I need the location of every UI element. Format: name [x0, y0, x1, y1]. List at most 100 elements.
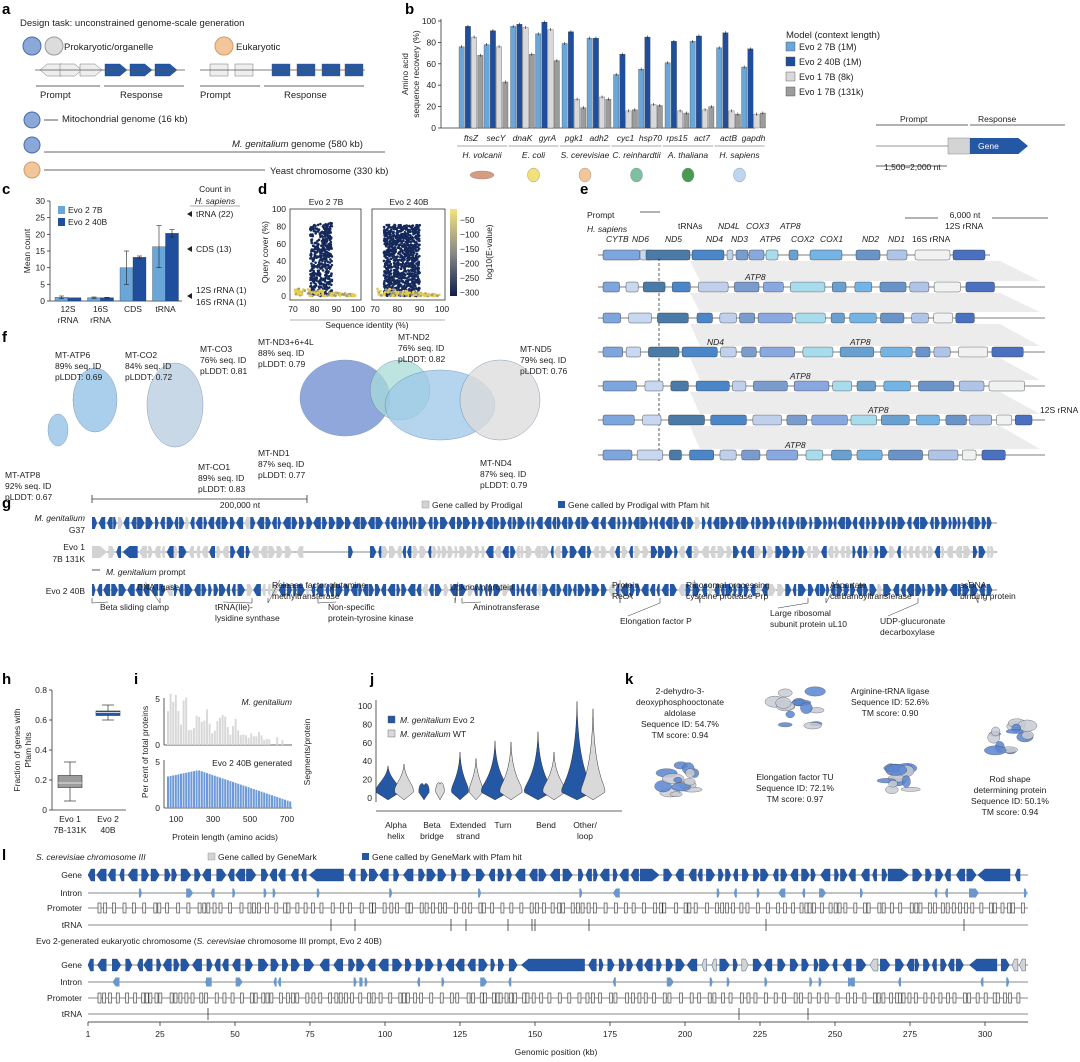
l-promoter: [674, 902, 678, 914]
e-gene: [689, 449, 714, 461]
l-promoter: [148, 992, 153, 1004]
j-y-tick-label: 40: [363, 756, 373, 766]
c-legend-swatch: [58, 206, 65, 214]
l-gene: [598, 958, 604, 972]
l-gene: [87, 958, 94, 972]
e-gene: [636, 449, 663, 461]
g-gene: [935, 584, 941, 596]
l-gene: [379, 868, 389, 882]
d-point: [389, 269, 393, 272]
b-bar: [625, 110, 632, 129]
l-promoter: [764, 992, 768, 1004]
g-gene: [834, 546, 840, 558]
l-promoter: [311, 992, 316, 1004]
g-gene: [807, 584, 814, 596]
d-point: [407, 238, 410, 242]
l-promoter: [212, 902, 217, 914]
g-gene: [701, 584, 708, 596]
g-gene: [493, 517, 500, 529]
a-mgen-rest: genome (580 kb): [289, 139, 363, 150]
l-promoter: [693, 902, 698, 914]
c-legend-label: Evo 2 7B: [68, 205, 103, 215]
d-point-low: [408, 291, 412, 294]
g-gene: [592, 546, 600, 558]
b-bar: [638, 69, 645, 129]
h-ylabel-2: Pfam hits: [23, 732, 33, 767]
c-annot-trna: tRNA (22): [196, 209, 233, 219]
d-point: [391, 286, 394, 289]
g-gene: [620, 584, 629, 596]
f-structure-label: MT-ND4: [480, 458, 512, 468]
i-histogram-bar: [206, 709, 208, 745]
g-gene: [531, 584, 537, 596]
l-promoter: [240, 992, 244, 1004]
b-species-label: H. sapiens: [719, 150, 760, 160]
g-track-label: Evo 1: [63, 542, 85, 552]
d-point: [403, 284, 406, 288]
i-histogram-bar: [247, 787, 250, 808]
l-promoter: [853, 902, 858, 914]
e-gene: [698, 281, 729, 293]
l-promoter: [519, 902, 524, 914]
k-protein-label: determining protein: [974, 785, 1047, 795]
g-annotation-leader: [887, 602, 919, 617]
d-point: [414, 257, 417, 261]
l-gene: [832, 958, 838, 972]
d-point: [318, 274, 322, 278]
d-point: [319, 276, 323, 280]
d-point: [310, 239, 313, 243]
g-gene: [941, 517, 948, 529]
d-point: [411, 255, 415, 259]
d-y-tick-label: 100: [272, 204, 286, 214]
l-promoter: [731, 902, 735, 914]
l-promoter: [498, 992, 503, 1004]
g-gene: [237, 584, 246, 596]
g-gene: [693, 546, 700, 558]
l-promoter: [286, 902, 291, 914]
d-point: [390, 276, 393, 280]
l-intron: [316, 888, 320, 898]
g-gene: [756, 584, 761, 596]
l-promoter: [557, 902, 562, 914]
l-promoter: [176, 902, 181, 914]
f-structure-label: pLDDT: 0.81: [200, 366, 248, 376]
e-gene: [795, 312, 826, 324]
g-gene: [221, 517, 229, 529]
mito-icon: [23, 111, 41, 129]
e-gene: [752, 414, 782, 426]
l-gene: [261, 868, 269, 882]
d-point: [403, 245, 406, 249]
g-gene: [209, 546, 216, 558]
l-track-label: Gene: [61, 960, 82, 970]
l-promoter: [697, 992, 702, 1004]
l-promoter: [623, 902, 628, 914]
i-histogram-bar: [232, 726, 234, 745]
e-gene: [811, 414, 848, 426]
l-promoter: [1008, 992, 1012, 1004]
g-gene: [785, 584, 792, 596]
l-gene: [290, 868, 299, 882]
l-intron: [612, 977, 616, 987]
l-promoter: [913, 992, 918, 1004]
l-gene: [940, 958, 947, 972]
d-point: [382, 281, 386, 285]
g-gene: [282, 517, 291, 529]
l-gene: [801, 868, 810, 882]
b-bar: [574, 98, 580, 129]
d-point: [322, 246, 326, 250]
l-gene: [578, 868, 584, 882]
d-ylabel: Query cover (%): [260, 221, 270, 283]
l-promoter: [318, 992, 323, 1004]
l-x-tick-label: 25: [155, 1029, 165, 1039]
l-x-tick-label: 175: [603, 1029, 617, 1039]
e-gene-label: ATP6: [759, 234, 781, 244]
k-protein-label: deoxyphosphooctonate: [636, 697, 724, 707]
d-point: [394, 281, 398, 285]
e-gene: [918, 380, 955, 392]
l-gene: [319, 958, 330, 972]
l-gene: [437, 868, 447, 882]
d-point-low: [384, 290, 387, 294]
d-point-low: [436, 294, 439, 298]
i-histogram-bar: [273, 796, 276, 808]
l-promoter: [907, 992, 912, 1004]
